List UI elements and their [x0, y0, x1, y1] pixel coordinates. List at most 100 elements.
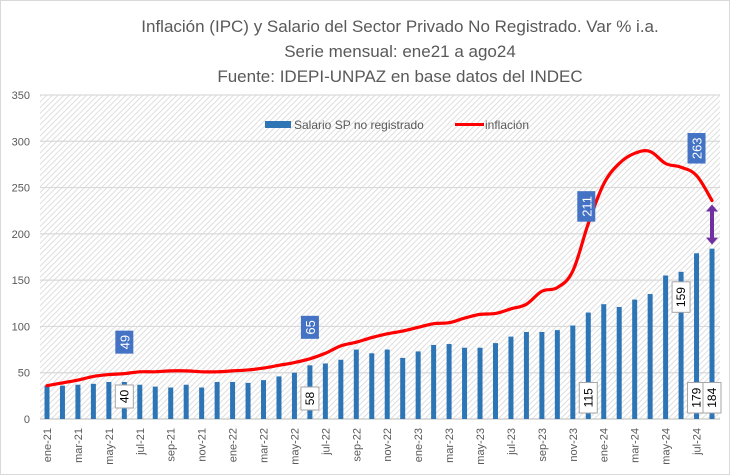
bar — [663, 275, 669, 419]
x-tick-label: jul-22 — [320, 428, 332, 456]
data-label-inflacion: 263 — [687, 133, 706, 164]
x-tick-label: mar-23 — [444, 428, 456, 463]
y-axis-ticks: 0 50 100 150 200 250 300 350 — [12, 90, 30, 426]
x-tick-label: ene-24 — [599, 428, 611, 462]
bar — [261, 380, 267, 419]
bar — [75, 384, 81, 419]
bar — [152, 386, 158, 419]
svg-text:40: 40 — [117, 390, 131, 404]
y-tick-label: 300 — [12, 136, 30, 148]
data-label-salario: 184 — [702, 382, 722, 414]
bar — [601, 304, 607, 419]
bar — [694, 253, 700, 419]
data-label-salario: 40 — [114, 384, 134, 409]
svg-text:263: 263 — [690, 137, 705, 159]
svg-text:49: 49 — [117, 335, 132, 349]
x-tick-label: mar-21 — [73, 428, 85, 463]
svg-text:184: 184 — [705, 387, 719, 407]
svg-text:65: 65 — [303, 320, 318, 334]
x-axis-ticks: ene-21 mar-21 may-21 jul-21 sep-21 nov-21 ene-… — [42, 428, 704, 465]
x-tick-label: sep-22 — [351, 428, 363, 462]
bar — [570, 325, 576, 419]
y-tick-label: 50 — [18, 368, 30, 380]
bar — [462, 347, 468, 419]
x-tick-label: ene-23 — [413, 428, 425, 462]
x-tick-label: mar-24 — [630, 428, 642, 463]
bar — [492, 343, 498, 419]
bar — [199, 387, 205, 419]
svg-text:58: 58 — [303, 392, 317, 406]
x-tick-label: jul-21 — [135, 428, 147, 456]
legend-swatch-bar — [265, 121, 291, 128]
bar — [230, 381, 236, 419]
bar — [245, 382, 251, 419]
svg-text:159: 159 — [674, 287, 688, 307]
data-label-salario: 115 — [578, 382, 598, 414]
x-tick-label: jul-23 — [506, 428, 518, 456]
bar — [214, 381, 220, 419]
bar — [168, 387, 174, 419]
legend: Salario SP no registrado inflación — [265, 118, 529, 132]
bar — [508, 336, 514, 419]
x-tick-label: sep-23 — [537, 428, 549, 462]
bar — [554, 330, 560, 419]
bar — [446, 344, 452, 419]
bar — [106, 381, 112, 419]
bar — [384, 349, 390, 419]
data-label-salario: 58 — [300, 386, 320, 411]
bar — [709, 248, 715, 419]
svg-text:211: 211 — [579, 196, 594, 217]
svg-text:115: 115 — [581, 388, 595, 407]
gap-double-arrow — [706, 204, 718, 245]
bar — [322, 363, 328, 419]
bar — [431, 344, 437, 419]
x-tick-label: may-24 — [661, 428, 673, 465]
bar — [585, 312, 591, 419]
y-tick-label: 350 — [12, 90, 30, 102]
bar — [90, 383, 96, 419]
bar — [678, 271, 684, 419]
data-labels: 49 65 211 263 40 58 115 159 179 184 — [114, 133, 722, 414]
x-tick-label: mar-22 — [259, 428, 271, 463]
x-tick-label: may-22 — [289, 428, 301, 465]
data-label-inflacion: 49 — [115, 330, 134, 354]
line-series-inflacion — [45, 149, 714, 388]
bar — [400, 357, 406, 419]
data-label-inflacion: 211 — [577, 191, 596, 222]
x-tick-label: nov-21 — [197, 428, 209, 462]
bar — [632, 299, 638, 419]
legend-label: Salario SP no registrado — [294, 118, 424, 132]
y-tick-label: 200 — [12, 229, 30, 241]
x-tick-label: ene-21 — [42, 428, 54, 462]
x-tick-label: may-21 — [104, 428, 116, 465]
y-tick-label: 0 — [24, 414, 30, 426]
plot-area — [40, 95, 720, 419]
bar — [539, 331, 545, 419]
data-label-inflacion: 65 — [300, 315, 319, 339]
legend-item-inflacion: inflación — [455, 118, 529, 132]
bar — [415, 351, 421, 419]
data-label-salario: 159 — [671, 281, 691, 313]
svg-text:179: 179 — [690, 387, 704, 407]
y-tick-label: 100 — [12, 321, 30, 333]
legend-item-salario: Salario SP no registrado — [265, 118, 424, 132]
chart-source: Fuente: IDEPI-UNPAZ en base datos del IN… — [217, 67, 583, 86]
bar — [338, 359, 344, 419]
bar — [477, 347, 483, 419]
bar — [59, 385, 65, 419]
x-tick-label: may-23 — [475, 428, 487, 465]
legend-label: inflación — [485, 118, 529, 132]
bar — [183, 384, 189, 419]
bar — [291, 372, 297, 419]
x-tick-label: nov-22 — [382, 428, 394, 462]
x-tick-label: jul-24 — [692, 428, 704, 456]
bar — [523, 331, 529, 419]
bar — [44, 385, 50, 419]
bar — [137, 384, 143, 419]
bar — [369, 353, 375, 419]
bar — [616, 306, 622, 419]
bar — [353, 349, 359, 419]
chart-subtitle: Serie mensual: ene21 a ago24 — [284, 42, 516, 61]
y-tick-label: 150 — [12, 275, 30, 287]
